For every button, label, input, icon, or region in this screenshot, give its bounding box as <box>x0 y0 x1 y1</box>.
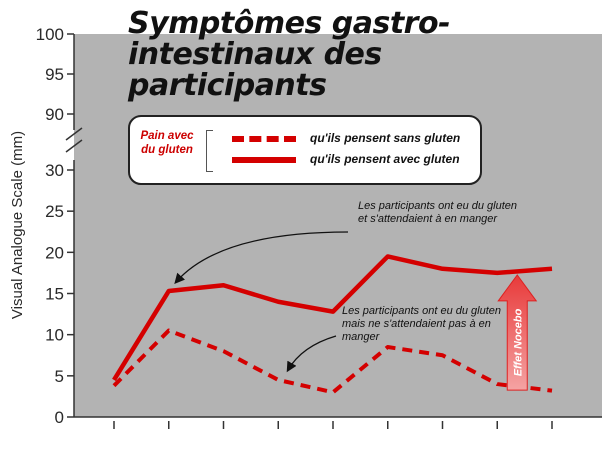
legend-label-avec-gluten: qu'ils pensent avec gluten <box>310 152 460 166</box>
legend-swatch-solid <box>232 157 296 163</box>
series-line-avec-gluten <box>112 254 553 382</box>
legend-heading: Pain avec du gluten <box>140 130 194 156</box>
annotation-expected-gluten: Les participants ont eu du gluten et s'a… <box>358 200 518 225</box>
legend: Pain avec du gluten qu'ils pensent sans … <box>128 115 482 185</box>
y-tick-label: 5 <box>55 367 64 386</box>
nocebo-label: Effet Nocebo <box>512 308 524 376</box>
axis-break-mark <box>65 127 83 153</box>
y-tick-label: 90 <box>45 105 64 124</box>
annotation-arrow-1 <box>174 231 349 284</box>
y-tick-label: 95 <box>45 65 64 84</box>
legend-bracket <box>206 130 213 172</box>
y-tick-label: 0 <box>55 408 64 427</box>
y-tick-label: 30 <box>45 161 64 180</box>
y-tick-label: 25 <box>45 202 64 221</box>
legend-swatch-dashed <box>232 136 296 142</box>
y-tick-label: 15 <box>45 285 64 304</box>
y-axis-label: Visual Analogue Scale (mm) <box>9 131 26 319</box>
nocebo-arrow <box>497 274 538 391</box>
legend-label-sans-gluten: qu'ils pensent sans gluten <box>310 131 461 145</box>
annotation-unexpected-gluten: Les participants ont eu du gluten mais n… <box>342 305 502 343</box>
y-tick-label: 100 <box>36 25 64 44</box>
chart-title: Symptômes gastro-intestinaux des partici… <box>128 6 451 103</box>
annotation-arrow-2 <box>286 335 337 373</box>
y-tick-label: 10 <box>45 326 64 345</box>
y-tick-label: 20 <box>45 243 64 262</box>
